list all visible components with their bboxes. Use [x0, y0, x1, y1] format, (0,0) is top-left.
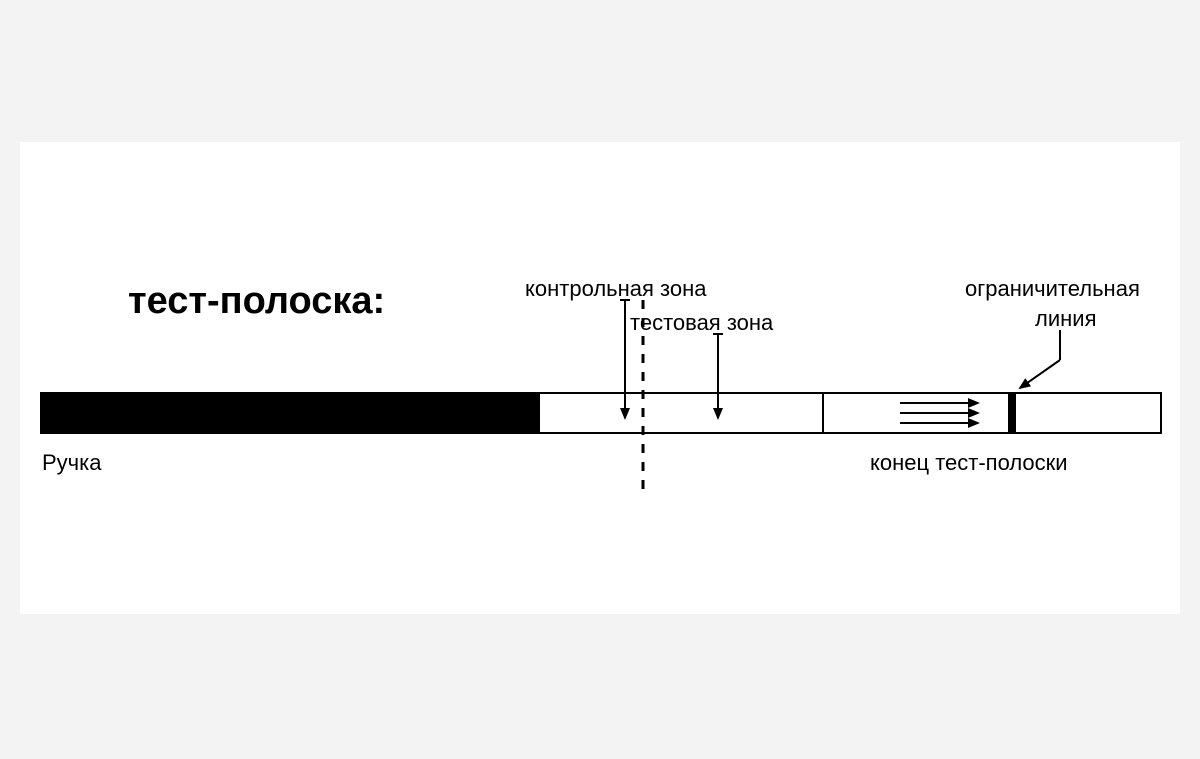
- label-test-zone: тестовая зона: [630, 310, 773, 336]
- diagram-frame: [20, 142, 1180, 614]
- diagram-title: тест-полоска:: [128, 280, 385, 323]
- test-zone-divider: [822, 394, 824, 432]
- label-handle: Ручка: [42, 450, 101, 476]
- label-limit-line-1: ограничительная: [965, 276, 1140, 302]
- label-control-zone: контрольная зона: [525, 276, 707, 302]
- strip-handle: [40, 392, 540, 434]
- label-strip-end: конец тест-полоски: [870, 450, 1068, 476]
- limit-line-marker: [1008, 394, 1016, 432]
- label-limit-line-2: линия: [1035, 306, 1096, 332]
